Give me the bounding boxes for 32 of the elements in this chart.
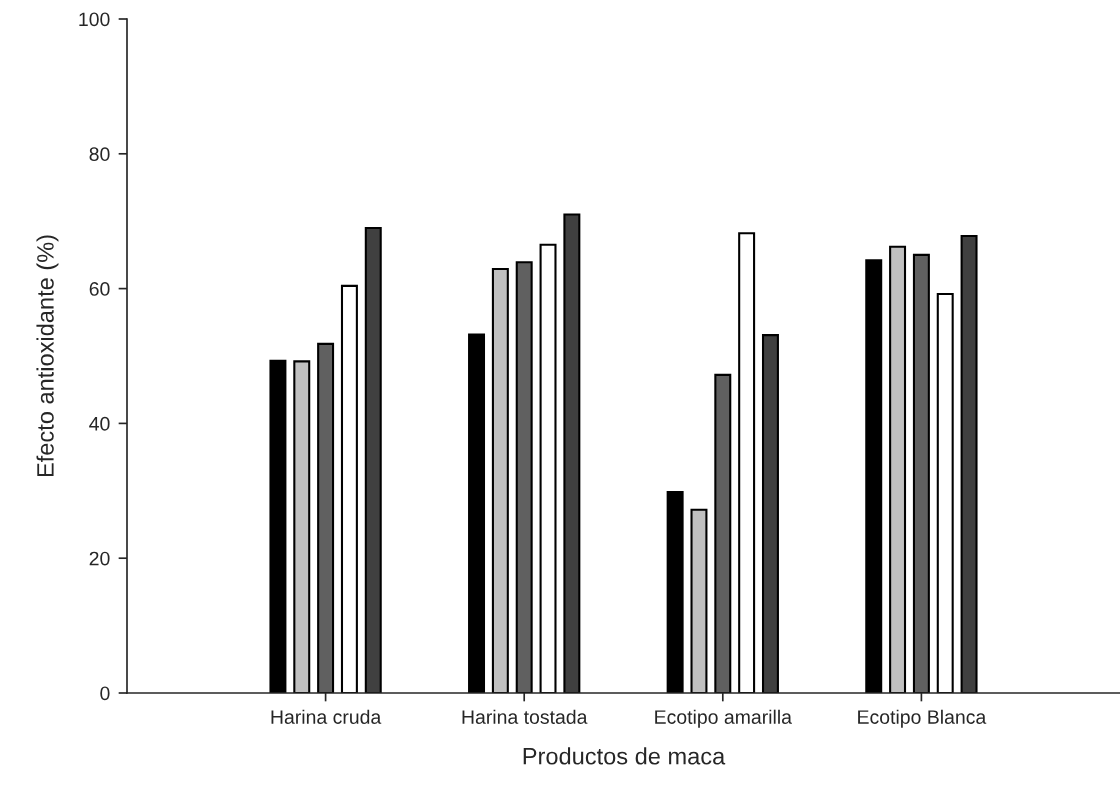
bar [515, 261, 533, 693]
y-tick-label: 80 [89, 147, 110, 162]
y-tick-label: 0 [100, 686, 110, 701]
x-axis-title: Productos de maca [523, 747, 726, 765]
bar [468, 333, 486, 693]
bar [690, 508, 708, 693]
y-tick-label: 20 [89, 551, 110, 566]
bar [491, 268, 509, 693]
bar [912, 253, 930, 693]
bar [761, 334, 779, 693]
bar [563, 213, 581, 693]
bar [936, 292, 954, 693]
bar [293, 360, 311, 693]
x-tick-label: Ecotipo Blanca [858, 709, 987, 728]
bar [960, 234, 978, 693]
y-tick-label: 40 [89, 416, 110, 431]
bar [889, 245, 907, 693]
bar [340, 284, 358, 693]
x-tick-label: Harina tostada [462, 709, 588, 724]
bar [539, 243, 557, 693]
y-tick-label: 60 [89, 282, 110, 296]
bar [865, 259, 883, 693]
x-tick-label: Harina cruda [271, 709, 382, 724]
bar [364, 226, 382, 693]
bar [738, 232, 756, 693]
y-axis-title: Efecto antioxidante (%) [36, 235, 59, 477]
bar [666, 491, 684, 693]
bar [317, 342, 335, 693]
x-tick-label: Ecotipo amarilla [655, 709, 792, 728]
bar [714, 373, 732, 693]
bar [269, 359, 287, 693]
y-tick-label: 100 [79, 12, 110, 27]
